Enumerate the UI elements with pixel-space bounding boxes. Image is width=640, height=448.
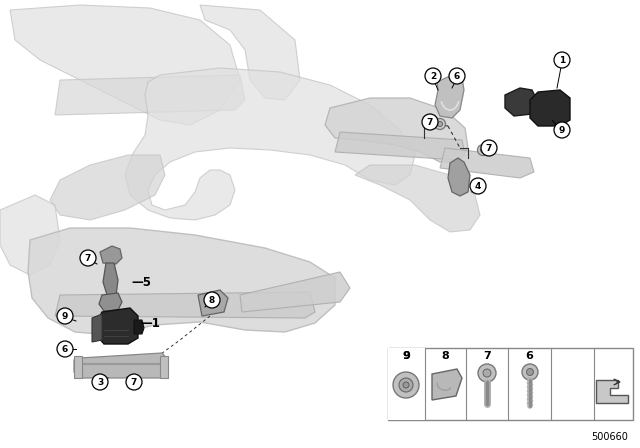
Polygon shape xyxy=(98,308,138,344)
Circle shape xyxy=(470,178,486,194)
Polygon shape xyxy=(432,369,462,400)
Polygon shape xyxy=(55,292,315,318)
Polygon shape xyxy=(92,314,102,342)
Text: 3: 3 xyxy=(97,378,103,387)
Circle shape xyxy=(481,147,486,152)
Polygon shape xyxy=(435,76,464,118)
Polygon shape xyxy=(10,5,240,125)
Text: 9: 9 xyxy=(559,125,565,134)
Text: 6: 6 xyxy=(525,351,533,361)
Polygon shape xyxy=(240,272,350,312)
Polygon shape xyxy=(505,88,538,116)
Polygon shape xyxy=(134,320,144,334)
Text: 8: 8 xyxy=(209,296,215,305)
Polygon shape xyxy=(198,290,228,316)
Circle shape xyxy=(527,369,534,375)
Polygon shape xyxy=(125,68,415,220)
Text: 7: 7 xyxy=(85,254,91,263)
Circle shape xyxy=(204,292,220,308)
Circle shape xyxy=(92,374,108,390)
Bar xyxy=(388,348,425,420)
Polygon shape xyxy=(74,353,168,378)
Text: —5: —5 xyxy=(131,276,151,289)
Polygon shape xyxy=(335,132,465,160)
Polygon shape xyxy=(200,5,300,100)
Polygon shape xyxy=(440,148,534,178)
Circle shape xyxy=(477,145,488,155)
Text: 7: 7 xyxy=(483,351,491,361)
Polygon shape xyxy=(355,165,480,232)
Circle shape xyxy=(403,382,409,388)
Circle shape xyxy=(57,308,73,324)
Text: 7: 7 xyxy=(131,378,137,387)
Polygon shape xyxy=(55,75,245,115)
Circle shape xyxy=(399,378,413,392)
Text: 4: 4 xyxy=(475,181,481,190)
Polygon shape xyxy=(448,158,470,196)
Text: 7: 7 xyxy=(486,143,492,152)
Polygon shape xyxy=(28,228,335,335)
Circle shape xyxy=(126,374,142,390)
Circle shape xyxy=(554,52,570,68)
Polygon shape xyxy=(325,98,468,162)
Polygon shape xyxy=(530,90,570,126)
Text: —1: —1 xyxy=(140,316,160,329)
Circle shape xyxy=(57,341,73,357)
Text: 9: 9 xyxy=(402,351,410,361)
Circle shape xyxy=(483,369,491,377)
Circle shape xyxy=(478,364,496,382)
Text: 9: 9 xyxy=(62,311,68,320)
Polygon shape xyxy=(103,263,118,298)
Circle shape xyxy=(80,250,96,266)
Text: 9: 9 xyxy=(402,351,410,361)
Polygon shape xyxy=(596,380,628,403)
Text: 1: 1 xyxy=(559,56,565,65)
Polygon shape xyxy=(100,246,122,264)
Bar xyxy=(74,356,82,378)
Polygon shape xyxy=(0,195,60,275)
Circle shape xyxy=(481,140,497,156)
Circle shape xyxy=(554,122,570,138)
Text: 6: 6 xyxy=(454,72,460,81)
Circle shape xyxy=(522,364,538,380)
Circle shape xyxy=(422,114,438,130)
Circle shape xyxy=(435,119,445,129)
Circle shape xyxy=(425,68,441,84)
Text: 8: 8 xyxy=(441,351,449,361)
Circle shape xyxy=(438,121,442,126)
Text: 500660: 500660 xyxy=(591,432,628,442)
Polygon shape xyxy=(50,155,165,220)
Bar xyxy=(388,348,633,420)
Bar xyxy=(160,356,168,378)
Text: 2: 2 xyxy=(430,72,436,81)
Polygon shape xyxy=(99,293,122,311)
Text: 7: 7 xyxy=(427,117,433,126)
Circle shape xyxy=(449,68,465,84)
Text: 6: 6 xyxy=(62,345,68,353)
Circle shape xyxy=(393,372,419,398)
